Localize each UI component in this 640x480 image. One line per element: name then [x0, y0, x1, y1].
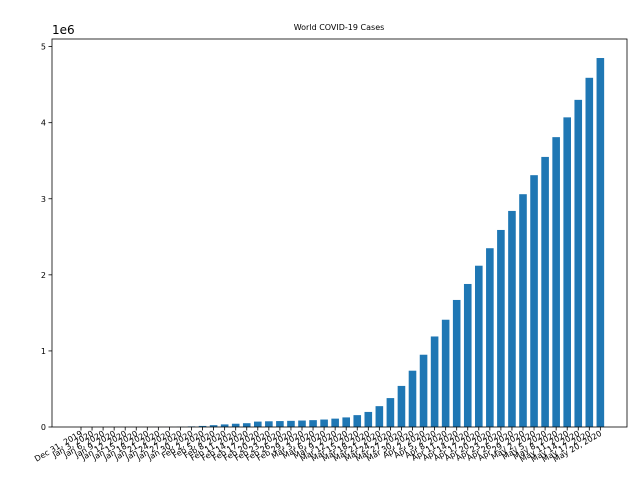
bar-feb-29-2020 — [298, 420, 306, 427]
axes-frame — [51, 38, 628, 428]
bar-may-14-2020 — [574, 99, 583, 428]
bar-apr-20-2020 — [486, 248, 494, 427]
bar-feb-23-2020 — [276, 421, 284, 427]
bar-apr-11-2020 — [452, 299, 461, 427]
bar-may-11-2020 — [563, 117, 571, 428]
bar-apr-14-2020 — [463, 283, 472, 427]
bar-feb-8-2020 — [220, 424, 229, 427]
bar-feb-2-2020 — [198, 425, 207, 427]
bar-may-17-2020 — [585, 77, 594, 428]
bar-feb-5-2020 — [209, 425, 218, 427]
bar-mar-18-2020 — [364, 411, 373, 427]
bar-apr-2-2020 — [419, 354, 428, 427]
y-tick-label: 5 — [41, 43, 46, 52]
bar-mar-24-2020 — [386, 398, 395, 427]
bar-mar-27-2020 — [397, 385, 406, 427]
y-tick-label: 0 — [41, 423, 46, 432]
bar-feb-11-2020 — [231, 423, 240, 427]
bar-mar-3-2020 — [309, 420, 317, 427]
bar-apr-23-2020 — [497, 229, 505, 427]
bars-group — [154, 58, 605, 428]
bar-apr-17-2020 — [475, 265, 483, 427]
bar-apr-26-2020 — [508, 210, 516, 427]
bar-may-5-2020 — [541, 156, 549, 428]
bar-mar-6-2020 — [320, 419, 328, 427]
y-tick-label: 3 — [41, 195, 46, 204]
chart-title: World COVID-19 Cases — [294, 23, 385, 32]
bar-mar-9-2020 — [331, 418, 339, 427]
bar-mar-21-2020 — [375, 406, 384, 427]
bar-apr-5-2020 — [430, 336, 439, 427]
bar-mar-15-2020 — [353, 415, 362, 427]
y-axis-offset-label: 1e6 — [52, 23, 75, 37]
bar-feb-17-2020 — [254, 421, 262, 427]
y-tick-label: 1 — [41, 347, 46, 356]
bar-feb-20-2020 — [265, 421, 273, 427]
bar-may-20-2020 — [596, 58, 605, 428]
y-tick-label: 2 — [41, 271, 46, 280]
bar-feb-26-2020 — [287, 420, 295, 427]
bar-apr-8-2020 — [441, 319, 450, 427]
bar-mar-12-2020 — [342, 417, 350, 427]
bar-may-8-2020 — [552, 137, 560, 427]
bar-may-2-2020 — [530, 175, 538, 427]
bar-apr-29-2020 — [519, 194, 527, 427]
y-axis-ticks: 0 1 2 3 4 5 — [41, 43, 52, 432]
bar-feb-14-2020 — [242, 423, 251, 427]
bar-mar-30-2020 — [408, 370, 417, 427]
y-tick-label: 4 — [41, 119, 46, 128]
